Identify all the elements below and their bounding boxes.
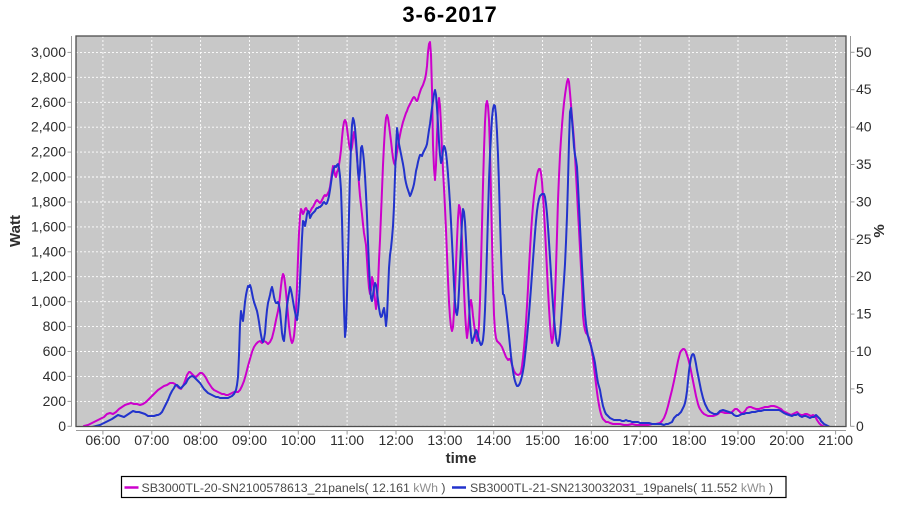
svg-text:07:00: 07:00: [134, 432, 169, 448]
svg-text:15: 15: [856, 306, 872, 322]
svg-text:3-6-2017: 3-6-2017: [402, 2, 497, 27]
svg-text:09:00: 09:00: [232, 432, 267, 448]
svg-text:2,400: 2,400: [31, 119, 66, 135]
svg-text:14:00: 14:00: [476, 432, 511, 448]
svg-text:13:00: 13:00: [427, 432, 462, 448]
svg-text:SB3000TL-21-SN2130032031_19pan: SB3000TL-21-SN2130032031_19panels( 11.55…: [470, 481, 773, 495]
svg-text:1,000: 1,000: [31, 293, 66, 309]
svg-text:21:00: 21:00: [818, 432, 853, 448]
svg-text:45: 45: [856, 81, 872, 97]
svg-text:40: 40: [856, 119, 872, 135]
svg-text:200: 200: [43, 393, 67, 409]
svg-text:400: 400: [43, 368, 67, 384]
svg-text:10:00: 10:00: [281, 432, 316, 448]
svg-text:Watt: Watt: [7, 215, 24, 247]
svg-text:5: 5: [856, 380, 864, 396]
svg-text:06:00: 06:00: [85, 432, 120, 448]
svg-text:1,200: 1,200: [31, 268, 66, 284]
svg-text:18:00: 18:00: [672, 432, 707, 448]
svg-text:19:00: 19:00: [720, 432, 755, 448]
svg-text:1,600: 1,600: [31, 218, 66, 234]
svg-text:35: 35: [856, 156, 872, 172]
svg-text:2,600: 2,600: [31, 94, 66, 110]
svg-text:17:00: 17:00: [623, 432, 658, 448]
svg-text:SB3000TL-20-SN2100578613_21pan: SB3000TL-20-SN2100578613_21panels( 12.16…: [142, 481, 446, 495]
svg-text:800: 800: [43, 318, 67, 334]
svg-text:15:00: 15:00: [525, 432, 560, 448]
svg-text:0: 0: [856, 418, 864, 434]
svg-text:50: 50: [856, 44, 872, 60]
svg-text:1,800: 1,800: [31, 194, 66, 210]
svg-text:2,800: 2,800: [31, 69, 66, 85]
svg-text:0: 0: [58, 418, 66, 434]
svg-text:16:00: 16:00: [574, 432, 609, 448]
svg-text:2,000: 2,000: [31, 169, 66, 185]
svg-text:11:00: 11:00: [330, 432, 364, 448]
svg-text:20:00: 20:00: [769, 432, 804, 448]
svg-text:time: time: [446, 450, 477, 467]
svg-text:20: 20: [856, 268, 872, 284]
svg-text:08:00: 08:00: [183, 432, 218, 448]
svg-text:12:00: 12:00: [378, 432, 413, 448]
svg-text:3,000: 3,000: [31, 44, 66, 60]
svg-text:25: 25: [856, 231, 872, 247]
svg-text:1,400: 1,400: [31, 243, 66, 259]
svg-text:%: %: [871, 224, 888, 237]
svg-text:2,200: 2,200: [31, 144, 66, 160]
svg-text:600: 600: [43, 343, 67, 359]
svg-text:30: 30: [856, 193, 872, 209]
svg-text:10: 10: [856, 343, 872, 359]
